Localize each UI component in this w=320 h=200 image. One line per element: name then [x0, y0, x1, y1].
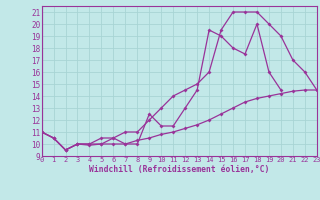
X-axis label: Windchill (Refroidissement éolien,°C): Windchill (Refroidissement éolien,°C): [89, 165, 269, 174]
